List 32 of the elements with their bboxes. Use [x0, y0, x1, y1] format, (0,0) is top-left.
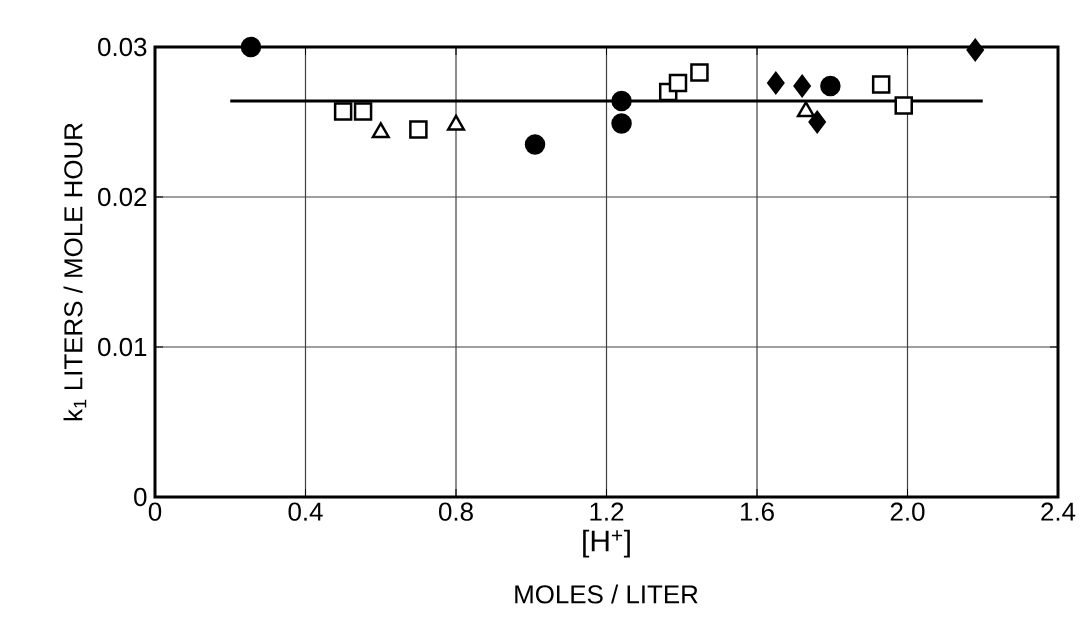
point	[240, 36, 262, 58]
y-tick-label: 0.02	[98, 187, 147, 207]
x-tick-label: 0	[148, 502, 162, 521]
point	[966, 38, 984, 62]
point	[353, 102, 373, 121]
x-tick-label: 2.4	[1041, 502, 1076, 521]
y-axis-title: k$_{1}$ LITERS / MOLE HOUR	[63, 123, 87, 421]
text: MOLES / LITER	[515, 584, 698, 604]
point	[611, 90, 632, 112]
x-axis-title: [H$^{+}$]	[583, 529, 630, 558]
point	[524, 134, 546, 155]
point	[808, 110, 826, 134]
point	[409, 120, 428, 139]
point	[796, 101, 815, 118]
x-tick-label: 0.4	[288, 502, 323, 521]
x-tick-label: 1.2	[590, 502, 624, 521]
y-tick-label: 0.01	[98, 337, 147, 357]
x-tick-label: 2.0	[890, 502, 925, 521]
point	[767, 71, 785, 95]
point	[690, 63, 709, 82]
point	[894, 96, 913, 115]
point	[333, 102, 353, 121]
point	[611, 113, 632, 134]
point	[668, 73, 688, 93]
y-tick-label: 0	[134, 487, 147, 507]
point	[371, 122, 390, 139]
point	[820, 75, 841, 97]
x-tick-label: 0.8	[439, 502, 473, 521]
y-tick-label: 0.03	[98, 37, 147, 57]
point	[871, 75, 891, 94]
point	[793, 74, 811, 98]
x-tick-label: 1.6	[740, 502, 774, 521]
